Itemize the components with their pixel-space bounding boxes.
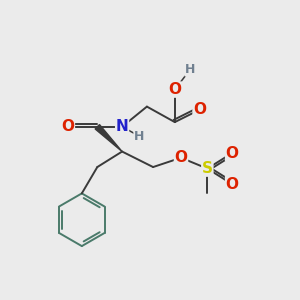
Text: H: H [134, 130, 144, 142]
Text: H: H [185, 63, 196, 76]
Text: O: O [226, 146, 238, 160]
Text: O: O [168, 82, 181, 97]
Text: O: O [193, 102, 206, 117]
Text: O: O [226, 177, 238, 192]
Polygon shape [95, 124, 122, 152]
Text: O: O [175, 150, 188, 165]
Text: N: N [116, 119, 128, 134]
Text: S: S [202, 161, 213, 176]
Text: O: O [61, 119, 74, 134]
